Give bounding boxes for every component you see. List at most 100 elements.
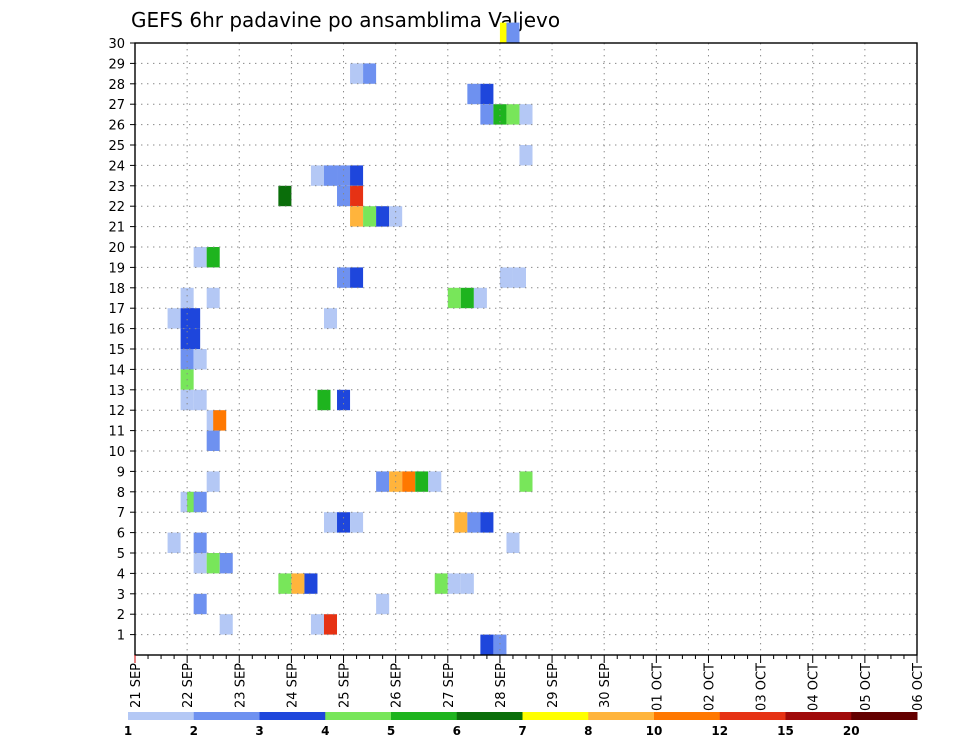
y-tick-label-21: 21 [108,221,125,236]
data-cell-31 [460,287,474,309]
data-cell-23 [206,247,220,268]
data-cell-76 [460,573,474,594]
colorbar-segment-8 [654,712,721,720]
data-cell-52 [402,471,416,492]
data-cell-49 [206,471,220,492]
y-tick-label-10: 10 [108,445,125,460]
y-tick-label-23: 23 [108,180,125,195]
y-tick-label-6: 6 [117,527,125,542]
data-cell-15 [278,185,292,207]
data-cell-25 [350,267,364,288]
data-cell-50 [376,471,390,492]
data-cell-11 [310,165,324,186]
data-cell-78 [376,593,390,615]
data-cell-2 [350,63,364,84]
data-cell-45 [337,389,351,411]
grid-layer [135,43,917,655]
data-cell-63 [467,512,481,533]
data-cell-71 [278,573,292,594]
colorbar-segment-11 [851,712,918,720]
data-cell-14 [350,165,364,186]
data-cell-18 [350,206,364,227]
y-tick-label-28: 28 [108,78,125,93]
data-cell-16 [337,185,351,207]
y-tick-label-15: 15 [108,343,125,358]
colorbar-label-7: 7 [518,724,526,738]
data-cell-3 [363,63,377,84]
data-cell-48 [206,430,220,451]
colorbar-label-10: 10 [646,724,663,738]
data-cell-40 [193,349,207,370]
y-axis: 1234567891011121314151617181920212223242… [108,37,135,644]
y-tick-label-7: 7 [117,506,125,521]
data-cell-77 [193,593,207,615]
y-tick-label-5: 5 [117,547,125,562]
data-cell-39 [180,349,194,370]
data-cell-10 [519,145,533,166]
x-tick-label-10: 01 OCT [650,663,665,711]
data-cell-20 [376,206,390,227]
x-tick-label-11: 02 OCT [702,663,717,711]
colorbar-segment-2 [259,712,326,720]
y-tick-label-3: 3 [117,588,125,603]
x-tick-label-9: 30 SEP [598,663,613,708]
colorbar-segment-1 [193,712,260,720]
data-cell-69 [206,553,220,574]
data-cell-58 [193,491,207,513]
y-tick-label-27: 27 [108,98,125,113]
data-cell-75 [447,573,461,594]
y-tick-label-25: 25 [108,139,125,154]
chart-title: GEFS 6hr padavine po ansamblima Valjevo [131,8,560,32]
y-tick-label-29: 29 [108,57,125,72]
data-cell-19 [363,206,377,227]
data-cell-35 [187,308,201,329]
y-tick-label-11: 11 [108,425,125,440]
data-cell-5 [480,83,494,105]
data-cell-21 [389,206,403,227]
y-tick-label-8: 8 [117,486,125,501]
data-cell-4 [467,83,481,105]
colorbar-label-5: 5 [387,724,395,738]
data-cell-74 [434,573,448,594]
y-tick-label-26: 26 [108,119,125,134]
data-cell-43 [193,389,207,411]
x-tick-label-15: 06 OCT [911,663,926,711]
data-cell-72 [291,573,305,594]
colorbar-label-3: 3 [255,724,263,738]
y-tick-label-16: 16 [108,323,125,338]
y-tick-label-18: 18 [108,282,125,297]
data-cell-65 [167,532,181,553]
colorbar-label-2: 2 [190,724,198,738]
y-tick-label-13: 13 [108,384,125,399]
data-cell-66 [193,532,207,553]
data-cell-64 [480,512,494,533]
data-cell-68 [193,553,207,574]
data-cell-54 [428,471,442,492]
x-tick-label-3: 24 SEP [285,663,300,708]
colorbar-segment-6 [522,712,589,720]
x-tick-label-7: 28 SEP [494,663,509,708]
data-cell-55 [519,471,533,492]
colorbar-segment-5 [456,712,523,720]
x-tick-label-6: 27 SEP [442,663,457,708]
x-tick-label-4: 25 SEP [338,663,353,708]
colorbar-label-8: 8 [584,724,592,738]
data-cell-9 [519,104,533,125]
data-cell-73 [304,573,318,594]
y-tick-label-14: 14 [108,363,125,378]
y-tick-label-2: 2 [117,608,125,623]
y-tick-label-9: 9 [117,465,125,480]
y-tick-label-22: 22 [108,200,125,215]
data-cell-12 [323,165,338,186]
data-cell-29 [206,287,220,309]
x-tick-label-0: 21 SEP [129,663,144,708]
data-cell-82 [480,634,494,655]
data-cell-42 [180,389,194,411]
y-tick-label-20: 20 [108,241,125,256]
data-cell-33 [167,308,181,329]
data-cell-38 [187,328,201,349]
data-cell-28 [180,287,194,309]
colorbar-segment-9 [719,712,786,720]
data-cell-59 [323,512,338,533]
